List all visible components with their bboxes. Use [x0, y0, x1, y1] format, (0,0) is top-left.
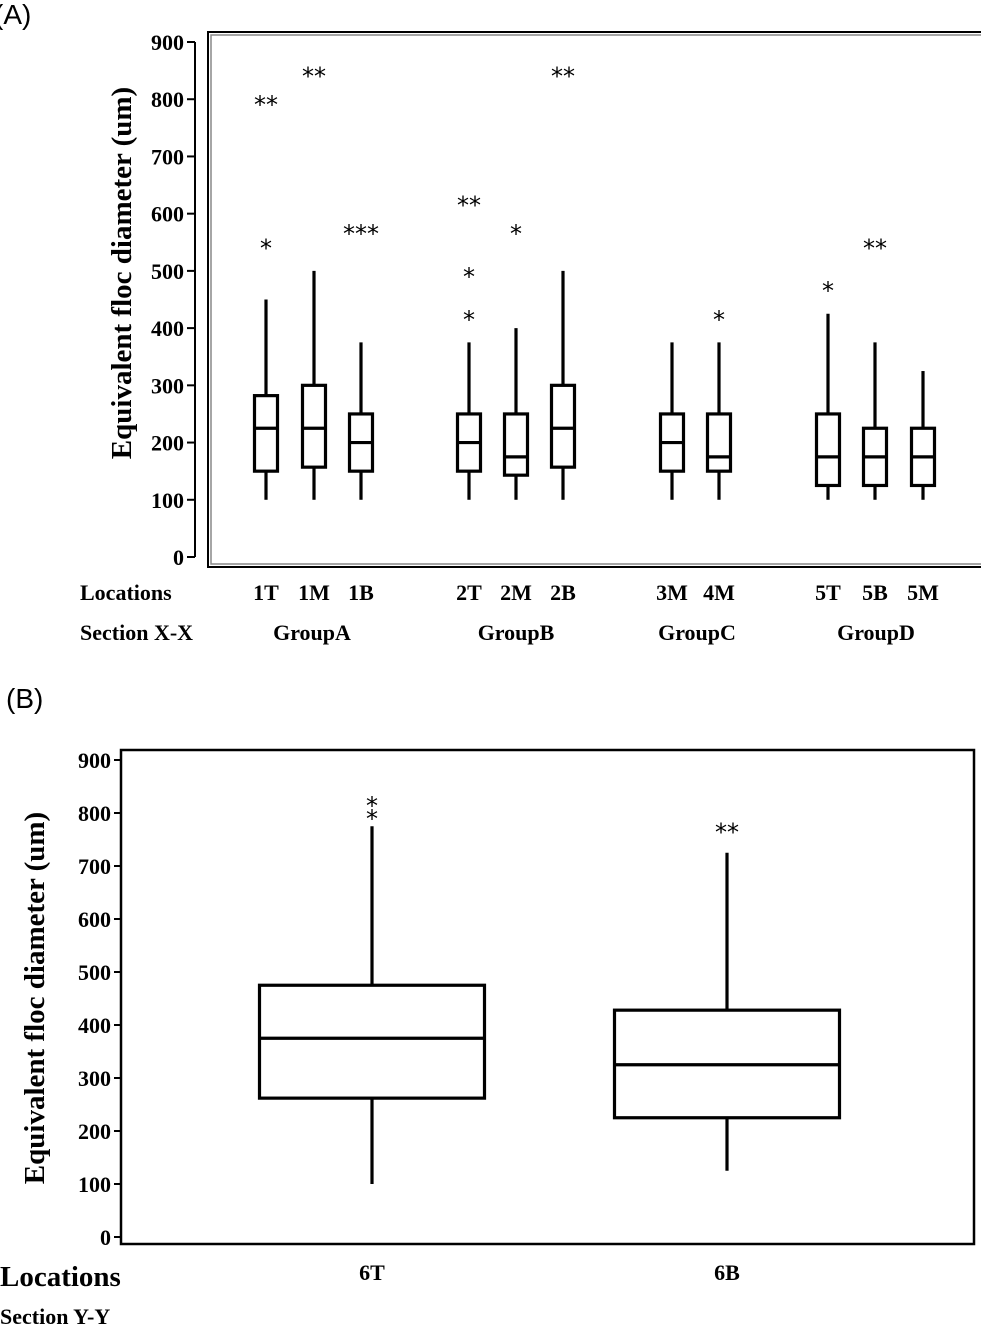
y-tick-label: 100: [151, 488, 184, 513]
outlier-marker: **: [302, 63, 326, 91]
panel-b-x-labels: 6T 6B: [359, 1260, 740, 1285]
x-tick-label-2B: 2B: [550, 580, 576, 605]
panel-a-y-ticks: 0 100 200 300 400 500 600 700 800 900: [151, 30, 195, 570]
panel-a-group-a-label: GroupA: [273, 620, 351, 645]
x-tick-label-1B: 1B: [348, 580, 374, 605]
y-tick-label: 0: [100, 1225, 111, 1250]
y-tick-label: 800: [151, 87, 184, 112]
panel-b-plot-frame: [119, 748, 976, 1246]
outlier-marker: *: [463, 306, 475, 334]
y-tick-label: 500: [151, 259, 184, 284]
panel-b-y-axis-title: Equivalent floc diameter (um): [19, 812, 51, 1184]
x-tick-label-2T: 2T: [456, 580, 482, 605]
panel-a-plot-frame: [207, 31, 981, 568]
y-tick-label: 0: [173, 545, 184, 570]
x-tick-label-1M: 1M: [298, 580, 330, 605]
outlier-marker: *: [260, 234, 272, 262]
x-tick-label-6B: 6B: [714, 1260, 740, 1285]
panel-b-section-label: Section Y-Y: [0, 1304, 110, 1329]
outlier-marker: **: [551, 63, 575, 91]
box-iqr-1M: [300, 383, 328, 469]
y-tick-label: 700: [78, 854, 111, 879]
box-iqr-4M: [705, 412, 733, 473]
x-tick-label-2M: 2M: [500, 580, 532, 605]
y-tick-label: 100: [78, 1172, 111, 1197]
panel-a-section-label: Section X-X: [80, 620, 193, 645]
panel-a-y-axis-title: Equivalent floc diameter (um): [106, 87, 138, 459]
y-tick-label: 300: [78, 1066, 111, 1091]
outlier-marker: *: [366, 805, 378, 833]
outlier-marker: **: [863, 234, 887, 262]
x-tick-label-3M: 3M: [656, 580, 688, 605]
panel-a-label: (A): [0, 0, 31, 30]
panel-a-group-d-label: GroupD: [837, 620, 915, 645]
x-tick-label-4M: 4M: [703, 580, 735, 605]
outlier-marker: *: [463, 263, 475, 291]
box-iqr-5T: [814, 412, 842, 488]
y-tick-label: 400: [78, 1013, 111, 1038]
x-tick-label-5T: 5T: [815, 580, 841, 605]
y-tick-label: 700: [151, 144, 184, 169]
outlier-marker: *: [822, 277, 834, 305]
panel-a-group-b-label: GroupB: [478, 620, 555, 645]
y-tick-label: 900: [78, 748, 111, 773]
x-tick-label-5M: 5M: [907, 580, 939, 605]
box-iqr-1T: [252, 394, 280, 473]
x-tick-label-6T: 6T: [359, 1260, 385, 1285]
y-tick-label: 900: [151, 30, 184, 55]
outlier-marker: *: [713, 306, 725, 334]
panel-a: (A) Equivalent floc diameter (um) 0 100 20…: [0, 0, 981, 645]
outlier-marker: **: [457, 191, 481, 219]
box-iqr-6T: [257, 983, 487, 1100]
panel-b-boxes: ** **: [257, 792, 842, 1184]
panel-b: (B) Equivalent floc diameter (um) 0 100 20…: [0, 683, 976, 1329]
x-tick-label-5B: 5B: [862, 580, 888, 605]
outlier-marker: *: [510, 220, 522, 248]
panel-a-plot-inner-frame: [210, 34, 981, 565]
y-tick-label: 500: [78, 960, 111, 985]
box-iqr-2M: [502, 412, 530, 477]
outlier-marker: *: [366, 792, 378, 820]
y-tick-label: 200: [78, 1119, 111, 1144]
panel-b-label: (B): [6, 683, 43, 714]
panel-b-locations-label: Locations: [0, 1261, 121, 1293]
x-tick-label-1T: 1T: [253, 580, 279, 605]
panel-a-locations-label: Locations: [80, 580, 172, 605]
outlier-marker: **: [715, 818, 739, 846]
panel-b-y-ticks: 0 100 200 300 400 500 600 700 800 900: [78, 748, 121, 1250]
y-tick-label: 600: [151, 202, 184, 227]
y-tick-label: 600: [78, 907, 111, 932]
panel-a-group-c-label: GroupC: [658, 620, 736, 645]
panel-a-boxes: *******************: [252, 63, 937, 500]
outlier-marker: **: [254, 91, 278, 119]
y-tick-label: 800: [78, 801, 111, 826]
box-iqr-2B: [549, 383, 577, 469]
outlier-marker: ***: [343, 220, 379, 248]
y-tick-label: 400: [151, 316, 184, 341]
y-tick-label: 300: [151, 373, 184, 398]
y-tick-label: 200: [151, 431, 184, 456]
panel-a-x-labels: 1T 1M 1B 2T 2M 2B 3M 4M 5T 5B 5M: [253, 580, 939, 605]
